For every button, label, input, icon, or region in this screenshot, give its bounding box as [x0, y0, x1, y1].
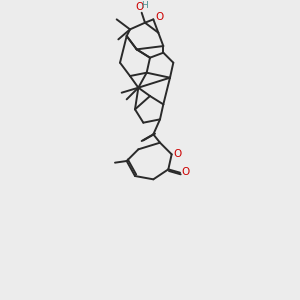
Text: O: O — [155, 12, 164, 22]
Text: O: O — [136, 2, 144, 12]
Text: H: H — [141, 1, 148, 10]
Text: O: O — [181, 167, 190, 177]
Text: O: O — [173, 148, 181, 158]
